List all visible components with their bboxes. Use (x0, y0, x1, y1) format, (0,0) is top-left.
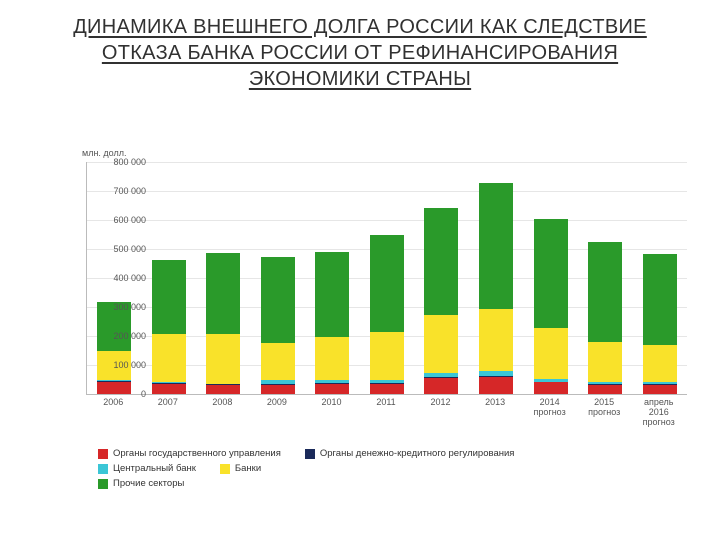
x-tick-label: 2007 (138, 398, 198, 408)
legend-label: Прочие секторы (113, 478, 184, 489)
bar-segment-other (424, 208, 458, 315)
y-tick-label: 500 000 (96, 244, 146, 254)
bar-segment-other (370, 235, 404, 332)
bar-segment-gov (370, 384, 404, 394)
bar-segment-other (261, 257, 295, 343)
bar-segment-banks (370, 332, 404, 380)
legend-swatch (220, 464, 230, 474)
legend-item: Органы государственного управления (98, 448, 281, 459)
bar-column (424, 208, 458, 394)
bar-segment-other (152, 260, 186, 334)
chart: млн. долл. 0100 000200 000300 000400 000… (28, 148, 692, 518)
x-tick-label: апрель2016прогноз (629, 398, 689, 428)
legend-label: Органы государственного управления (113, 448, 281, 459)
bar-column (261, 257, 295, 394)
y-tick-label: 600 000 (96, 215, 146, 225)
bar-segment-banks (534, 328, 568, 379)
bar-segment-banks (479, 309, 513, 371)
title-line-3: ЭКОНОМИКИ СТРАНЫ (249, 68, 471, 90)
bar-segment-gov (424, 378, 458, 394)
legend-row: Органы государственного управления Органы… (98, 448, 658, 459)
y-tick-label: 700 000 (96, 186, 146, 196)
bar-segment-banks (261, 343, 295, 381)
bar-segment-other (479, 183, 513, 309)
bar-segment-gov (588, 385, 622, 394)
x-tick-label: 2011 (356, 398, 416, 408)
x-tick-label: 2012 (411, 398, 471, 408)
bar-column (370, 235, 404, 394)
x-tick-label: 2008 (192, 398, 252, 408)
slide-title: ДИНАМИКА ВНЕШНЕГО ДОЛГА РОССИИ КАК СЛЕДС… (0, 14, 720, 92)
bar-segment-banks (315, 337, 349, 379)
bar-segment-gov (206, 385, 240, 394)
x-tick-label: 2010 (301, 398, 361, 408)
y-tick-label: 100 000 (96, 360, 146, 370)
bar-segment-banks (206, 334, 240, 383)
bar-segment-other (588, 242, 622, 342)
plot-area (86, 162, 687, 395)
legend-row: Прочие секторы (98, 478, 658, 489)
bar-column (588, 242, 622, 394)
title-line-2: ОТКАЗА БАНКА РОССИИ ОТ РЕФИНАНСИРОВАНИЯ (102, 42, 618, 64)
legend-label: Банки (235, 463, 261, 474)
bar-column (206, 253, 240, 394)
legend-swatch (98, 479, 108, 489)
bar-segment-gov (315, 384, 349, 394)
legend-swatch (98, 449, 108, 459)
bar-segment-gov (479, 377, 513, 394)
bar-segment-banks (643, 345, 677, 381)
bar-segment-other (643, 254, 677, 345)
plot-inner (87, 162, 687, 394)
legend-swatch (98, 464, 108, 474)
bar-segment-banks (424, 315, 458, 373)
bar-segment-banks (152, 334, 186, 382)
legend: Органы государственного управления Органы… (98, 448, 658, 493)
bar-column (315, 252, 349, 394)
bar-segment-gov (261, 385, 295, 394)
bar-segment-other (315, 252, 349, 338)
bar-segment-gov (534, 382, 568, 394)
x-tick-label: 2013 (465, 398, 525, 408)
x-tick-label: 2006 (83, 398, 143, 408)
bar-segment-other (534, 219, 568, 328)
y-tick-label: 800 000 (96, 157, 146, 167)
legend-label: Центральный банк (113, 463, 196, 474)
legend-swatch (305, 449, 315, 459)
x-tick-label: 2014прогноз (520, 398, 580, 418)
y-tick-label: 300 000 (96, 302, 146, 312)
y-tick-label: 200 000 (96, 331, 146, 341)
title-line-1: ДИНАМИКА ВНЕШНЕГО ДОЛГА РОССИИ КАК СЛЕДС… (73, 16, 647, 38)
x-tick-label: 2015прогноз (574, 398, 634, 418)
legend-label: Органы денежно-кредитного регулирования (320, 448, 515, 459)
slide: ДИНАМИКА ВНЕШНЕГО ДОЛГА РОССИИ КАК СЛЕДС… (0, 0, 720, 540)
legend-item: Прочие секторы (98, 478, 184, 489)
bar-column (152, 260, 186, 394)
bars-container (87, 162, 687, 394)
x-tick-label: 2009 (247, 398, 307, 408)
y-tick-label: 400 000 (96, 273, 146, 283)
bar-segment-gov (152, 384, 186, 394)
legend-row: Центральный банк Банки (98, 463, 658, 474)
bar-column (534, 219, 568, 394)
bar-segment-gov (643, 385, 677, 394)
legend-item: Банки (220, 463, 261, 474)
bar-column (479, 183, 513, 394)
bar-segment-other (206, 253, 240, 334)
bar-column (643, 254, 677, 394)
bar-column (97, 302, 131, 394)
legend-item: Органы денежно-кредитного регулирования (305, 448, 515, 459)
bar-segment-banks (588, 342, 622, 381)
legend-item: Центральный банк (98, 463, 196, 474)
